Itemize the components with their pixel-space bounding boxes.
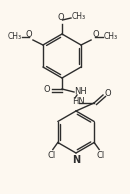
Text: NH: NH — [74, 87, 87, 95]
Text: HN: HN — [72, 98, 85, 107]
Text: O: O — [105, 89, 111, 98]
Text: O: O — [43, 86, 50, 94]
Text: CH₃: CH₃ — [72, 12, 86, 21]
Text: Cl: Cl — [96, 151, 104, 160]
Text: N: N — [72, 155, 80, 165]
Text: O: O — [58, 14, 64, 23]
Text: CH₃: CH₃ — [7, 32, 21, 41]
Text: Cl: Cl — [48, 151, 56, 160]
Text: O: O — [92, 30, 99, 39]
Text: CH₃: CH₃ — [104, 32, 118, 41]
Text: O: O — [25, 30, 32, 39]
